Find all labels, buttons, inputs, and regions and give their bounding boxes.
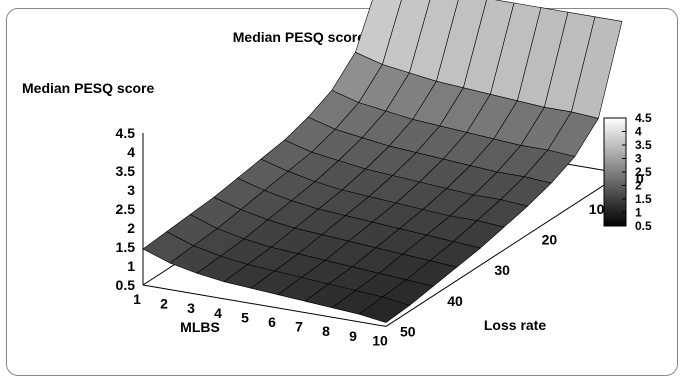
z-tick-label: 4 [127,144,135,160]
x-tick-label: 6 [268,314,276,330]
z-tick-label: 1 [127,258,135,274]
x-tick-label: 2 [160,296,168,312]
colorbar-tick-label: 3.5 [635,138,652,152]
colorbar-tick-label: 4 [635,125,642,139]
colorbar-ticks: 4.543.532.521.510.5 [622,111,652,233]
x-tick-label: 10 [372,332,388,348]
x-tick-label: 5 [241,309,249,325]
y-axis-title: Loss rate [484,317,546,333]
x-axis-title: MLBS [180,319,220,335]
colorbar-tick-label: 1 [635,206,642,220]
z-axis-title: Median PESQ score [22,80,154,96]
colorbar-tick-label: 0.5 [635,219,652,233]
y-tick-label: 20 [542,232,558,248]
colorbar: 4.543.532.521.510.5 [603,111,652,233]
x-tick-label: 8 [322,323,330,339]
colorbar-tick-label: 4.5 [635,111,652,125]
x-axis-line [142,284,387,327]
y-tick-label: 40 [447,293,463,309]
y-tick-label: 30 [494,262,510,278]
x-tick-label: 4 [214,305,222,321]
z-tick-label: 2.5 [116,201,136,217]
x-tick-label: 1 [133,291,141,307]
z-tick-label: 2 [127,220,135,236]
surface-layer [142,0,623,323]
x-tick-label: 7 [295,319,303,335]
x-tick-label: 9 [349,328,357,344]
tick-labels: 1 2 3 4 5 6 7 8 9 10010203040500.511.522.533.544.… [116,125,644,348]
z-tick-label: 1.5 [116,239,136,255]
y-tick-label: 10 [589,201,605,217]
surface-patch [358,296,411,323]
z-tick-label: 0.5 [116,277,136,293]
colorbar-tick-label: 2 [635,179,642,193]
y-tick-label: 0 [636,170,644,186]
z-tick-label: 3.5 [116,163,136,179]
x-tick-label: 3 [187,300,195,316]
y-tick-label: 50 [400,323,416,339]
z-tick-label: 4.5 [116,125,136,141]
colorbar-tick-label: 3 [635,152,642,166]
z-tick-label: 3 [127,182,135,198]
colorbar-tick-label: 1.5 [635,192,652,206]
colorbar-tick-label: 2.5 [635,165,652,179]
y-axis-line [385,172,623,327]
